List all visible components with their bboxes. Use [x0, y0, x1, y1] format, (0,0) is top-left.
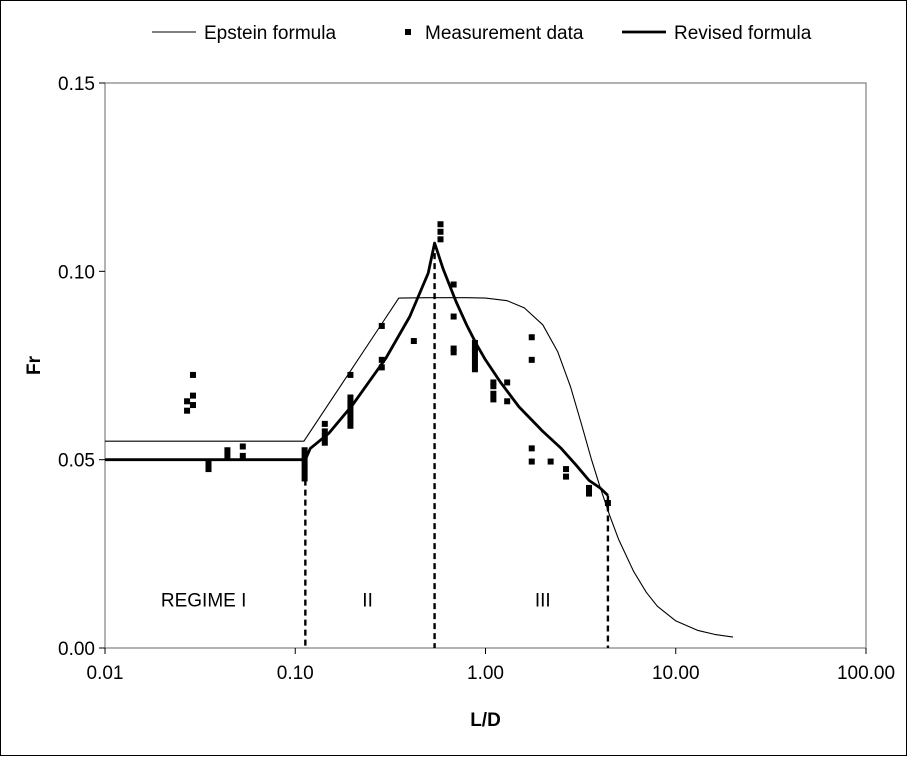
- measurement-point: [347, 417, 354, 424]
- y-axis-title: Fr: [24, 355, 45, 375]
- measurement-point: [205, 466, 212, 473]
- x-tick-label: 10.00: [652, 663, 700, 684]
- regime-label: II: [362, 591, 373, 612]
- regime-label: REGIME I: [161, 591, 247, 612]
- x-tick-label: 1.00: [467, 663, 504, 684]
- measurement-point: [528, 356, 535, 363]
- regime-label: III: [535, 591, 551, 612]
- measurement-point: [604, 499, 611, 506]
- measurement-point: [189, 371, 196, 378]
- measurement-point: [490, 390, 497, 397]
- measurement-point: [528, 458, 535, 465]
- regime-boundaries: [304, 243, 610, 648]
- measurement-point: [378, 356, 385, 363]
- measurement-point: [528, 445, 535, 452]
- measurement-point: [528, 334, 535, 341]
- measurement-point: [189, 392, 196, 399]
- measurement-point: [450, 281, 457, 288]
- legend-label: Epstein formula: [204, 23, 336, 44]
- measurement-point: [347, 411, 354, 418]
- measurement-point: [563, 473, 570, 480]
- measurement-point: [347, 394, 354, 401]
- measurement-point: [224, 447, 231, 454]
- measurement-point: [547, 458, 554, 465]
- measurement-point: [504, 398, 511, 405]
- measurement-point: [471, 366, 478, 373]
- revised-formula-line: [105, 241, 609, 497]
- measurement-point: [301, 475, 308, 482]
- series-group: [105, 221, 734, 638]
- measurement-point: [347, 422, 354, 429]
- measurement-point: [437, 221, 444, 228]
- y-tick-label: 0.15: [58, 74, 95, 95]
- measurement-point: [586, 490, 593, 497]
- measurement-point: [410, 338, 417, 345]
- measurement-point: [471, 349, 478, 356]
- measurement-point: [437, 228, 444, 235]
- measurement-point: [347, 400, 354, 407]
- measurement-point: [490, 379, 497, 386]
- measurement-point: [378, 364, 385, 371]
- x-axis-ticks: 0.01 0.10 1.00 10.00 100.00: [87, 648, 895, 684]
- y-axis-ticks: 0.00 0.05 0.10 0.15: [58, 74, 105, 660]
- measurement-point: [563, 466, 570, 473]
- measurement-point: [224, 452, 231, 459]
- measurement-point: [301, 469, 308, 476]
- x-axis-title: L/D: [470, 710, 501, 731]
- measurement-point: [301, 464, 308, 471]
- x-tick-label: 100.00: [837, 663, 895, 684]
- measurement-point: [239, 452, 246, 459]
- measurement-point: [471, 345, 478, 352]
- legend: Epstein formula Measurement data Revised f…: [152, 23, 812, 44]
- x-tick-label: 0.10: [277, 663, 314, 684]
- x-tick-label: 0.01: [87, 663, 124, 684]
- measurement-point: [437, 236, 444, 243]
- regime-labels: REGIME I II III: [161, 591, 551, 612]
- measurement-point: [189, 402, 196, 409]
- measurement-point: [301, 447, 308, 454]
- measurement-point: [504, 379, 511, 386]
- measurement-point: [321, 420, 328, 427]
- measurement-point: [321, 428, 328, 435]
- measurement-point: [321, 439, 328, 446]
- legend-marker-measurement: [405, 29, 411, 35]
- plot-area: [104, 82, 867, 649]
- measurement-point: [586, 484, 593, 491]
- measurement-point: [184, 407, 191, 414]
- measurement-point: [471, 360, 478, 367]
- y-tick-label: 0.10: [58, 262, 95, 283]
- measurement-point: [205, 460, 212, 467]
- measurement-point: [490, 383, 497, 390]
- measurement-point: [239, 443, 246, 450]
- measurement-point: [301, 458, 308, 465]
- measurement-point: [184, 398, 191, 405]
- measurement-point: [450, 349, 457, 356]
- y-tick-label: 0.05: [58, 451, 95, 472]
- y-tick-label: 0.00: [58, 639, 95, 660]
- measurement-point: [378, 322, 385, 329]
- measurement-point: [450, 345, 457, 352]
- measurement-point: [471, 354, 478, 361]
- legend-label: Revised formula: [674, 23, 812, 44]
- legend-label: Measurement data: [425, 23, 584, 44]
- measurement-point: [450, 313, 457, 320]
- measurement-point: [301, 452, 308, 459]
- measurement-point: [490, 396, 497, 403]
- measurement-point: [347, 371, 354, 378]
